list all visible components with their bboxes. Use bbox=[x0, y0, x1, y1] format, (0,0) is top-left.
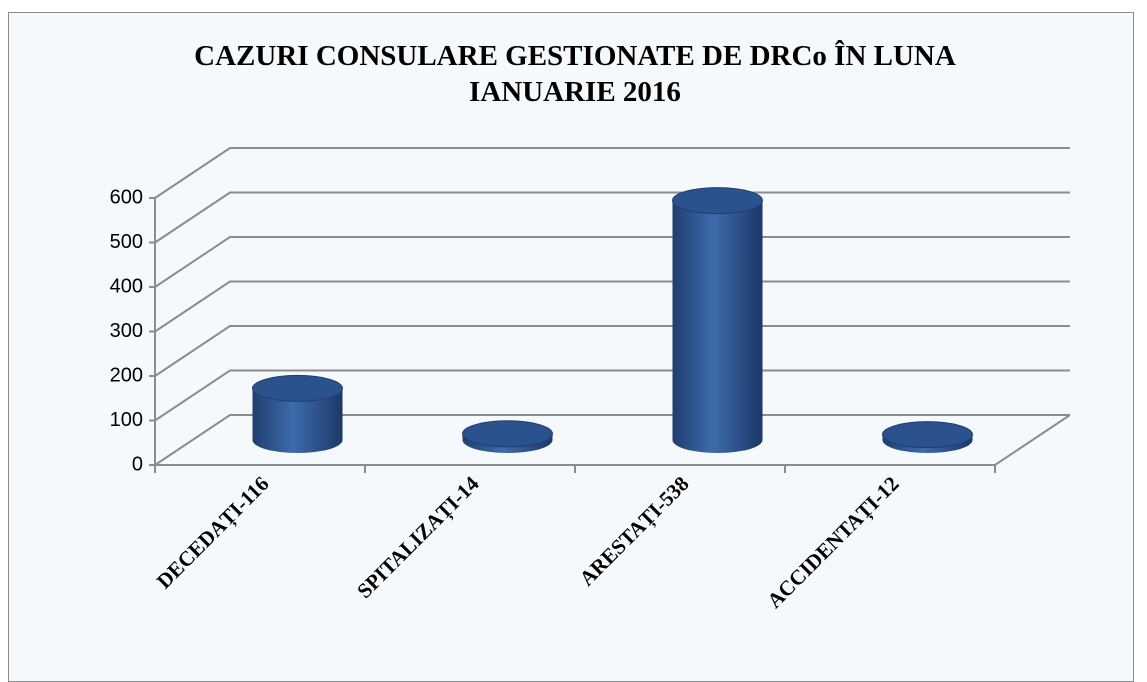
chart-frame bbox=[8, 12, 1134, 682]
cylinder-top bbox=[672, 187, 763, 215]
y-tick-label: 600 bbox=[110, 186, 143, 208]
y-tick-label: 200 bbox=[110, 364, 143, 386]
y-tick-label: 0 bbox=[132, 453, 143, 475]
cylinder-top bbox=[462, 420, 553, 448]
grid-line bbox=[154, 191, 1070, 244]
y-tick-label: 300 bbox=[110, 320, 143, 342]
y-tick-label: 100 bbox=[110, 409, 143, 431]
cylinder-body bbox=[252, 388, 343, 453]
cylinder-top bbox=[882, 421, 973, 449]
x-tick-label: SPITALIZAȚI-14 bbox=[352, 471, 484, 603]
grid-line bbox=[154, 414, 1070, 466]
grid-line bbox=[154, 369, 1070, 422]
x-tick-label: ACCIDENTAȚI-12 bbox=[762, 472, 904, 614]
cylinder-top bbox=[252, 374, 343, 402]
grid-line bbox=[154, 236, 1070, 288]
cylinder-body bbox=[672, 200, 763, 453]
grid-line bbox=[154, 280, 1070, 333]
chart-title: CAZURI CONSULARE GESTIONATE DE DRCo ÎN L… bbox=[194, 40, 956, 108]
grid-line bbox=[154, 147, 1070, 199]
x-tick-label: ARESTAȚI-538 bbox=[575, 472, 695, 592]
grid-line bbox=[154, 325, 1070, 377]
y-tick-label: 500 bbox=[110, 231, 143, 253]
y-tick-label: 400 bbox=[110, 275, 143, 297]
x-tick-label: DECEDAȚI-116 bbox=[152, 472, 274, 594]
